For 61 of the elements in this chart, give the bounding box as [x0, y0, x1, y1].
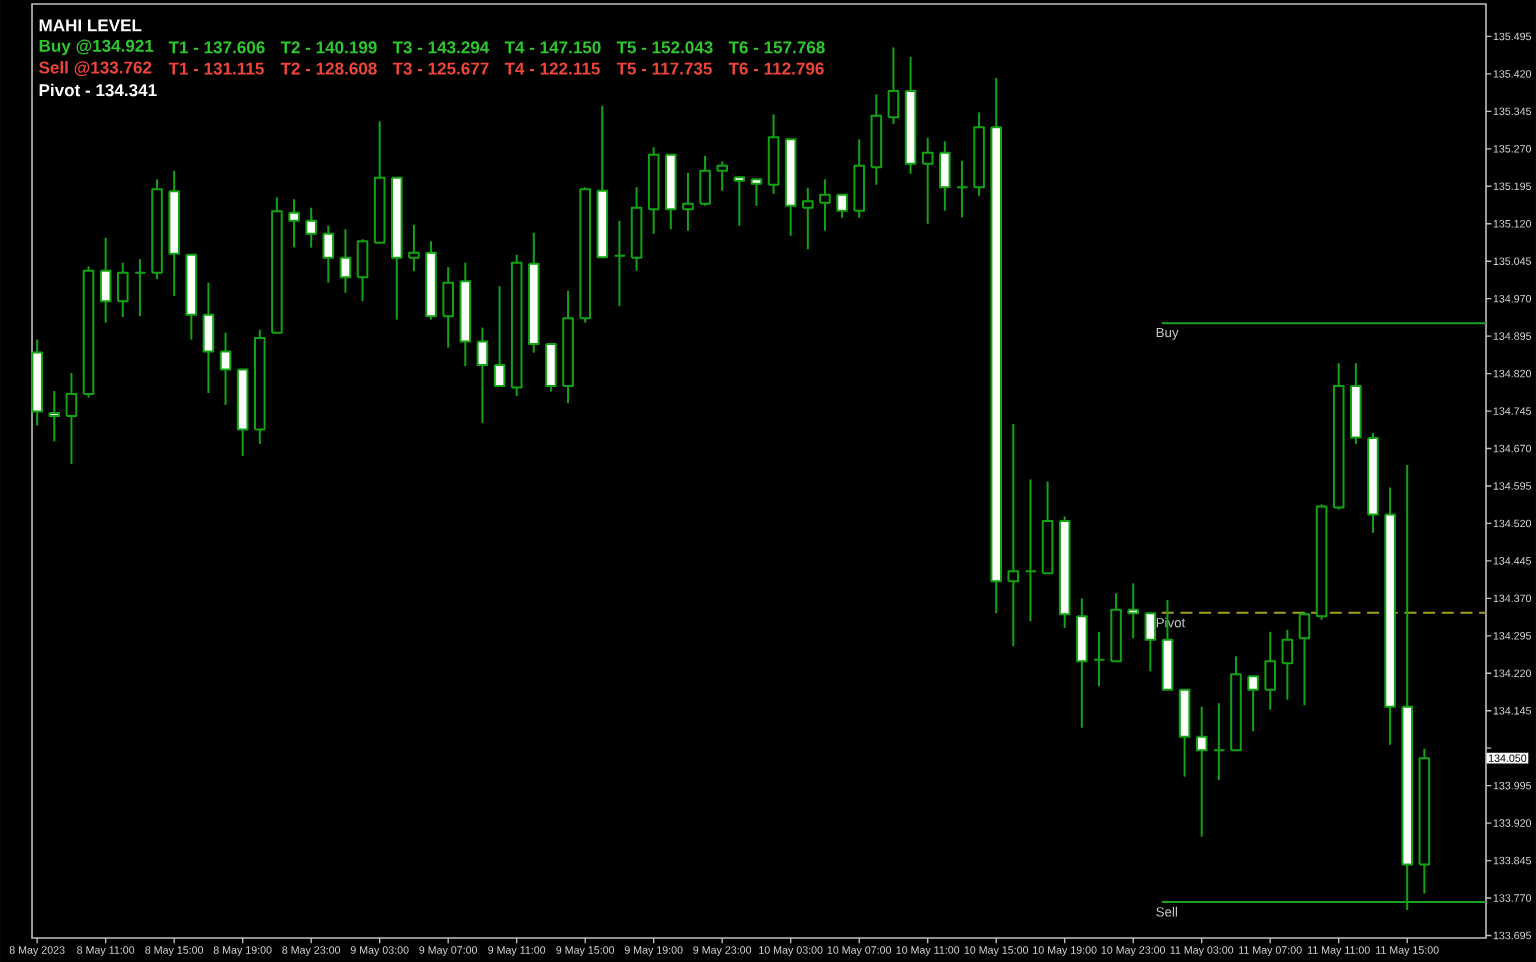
annotation: T3 - 143.294 [392, 41, 490, 54]
candlestick [956, 159, 968, 219]
annotation: T6 - 157.768 [728, 41, 825, 54]
candlestick [750, 178, 763, 207]
candlestick [442, 266, 454, 349]
annotation: T5 - 152.043 [616, 41, 713, 54]
candlestick [802, 186, 814, 251]
candlestick [853, 138, 865, 219]
annotation: T1 - 137.606 [168, 41, 265, 54]
annotation: T2 - 140.199 [280, 41, 377, 54]
candlestick [545, 343, 557, 393]
annotation: Sell @133.762 [39, 61, 152, 77]
annotation: Pivot - 134.341 [39, 83, 157, 97]
candlestick [202, 281, 215, 395]
candlestick [48, 390, 61, 443]
candlestick [921, 136, 934, 225]
candlestick [322, 224, 335, 284]
candlestick [1007, 423, 1020, 648]
candlestick [305, 206, 317, 249]
candlestick [1281, 628, 1294, 701]
annotation: T3 - 125.677 [392, 62, 489, 75]
candlestick [1127, 582, 1139, 640]
candlestick [134, 258, 146, 318]
candlestick [99, 236, 112, 324]
annotation: T6 - 112.796 [728, 62, 824, 75]
annotation: T1 - 131.115 [168, 62, 264, 75]
candlestick [1264, 630, 1277, 711]
candlestick [1195, 705, 1208, 838]
candlestick [1178, 688, 1191, 778]
candlestick [356, 238, 369, 303]
candlestick [493, 285, 506, 388]
annotation: T4 - 122.115 [504, 62, 600, 75]
candlestick [1076, 597, 1088, 729]
candlestick [699, 154, 711, 207]
candlestick [339, 228, 352, 294]
candlestick [288, 198, 300, 249]
candlestick [1247, 675, 1259, 733]
candlestick [819, 178, 831, 232]
candlestick [408, 223, 420, 273]
candlestick [116, 261, 129, 319]
candlestick [682, 171, 694, 232]
annotation: Buy @134.921 [39, 39, 154, 56]
candlestick [1213, 702, 1225, 782]
candlestick [219, 331, 232, 407]
annotation: T4 - 147.150 [504, 41, 601, 54]
candlestick [613, 219, 626, 308]
candlestick [65, 372, 78, 465]
candlestick [836, 193, 848, 219]
candlestick [716, 160, 728, 192]
annotation: T2 - 128.608 [280, 62, 377, 75]
candlestick [733, 176, 746, 227]
candlestick [1298, 610, 1311, 707]
candlestick [887, 46, 900, 125]
candlestick [1024, 478, 1037, 623]
candlestick [1093, 630, 1105, 688]
candlestick [767, 113, 780, 195]
candlestick [1144, 612, 1157, 673]
candlestick [939, 140, 951, 212]
annotation: T5 - 117.735 [616, 62, 712, 75]
text: MAHI LEVEL [39, 19, 142, 32]
candlestick [476, 326, 489, 425]
